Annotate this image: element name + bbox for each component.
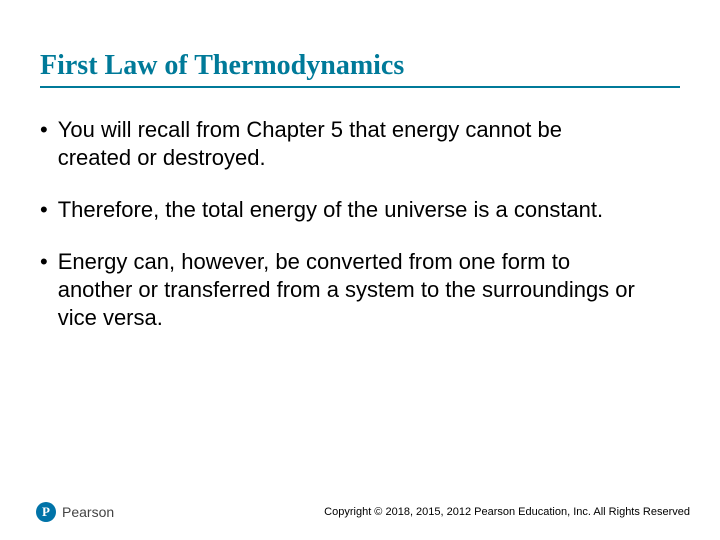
footer: P Pearson Copyright © 2018, 2015, 2012 P… bbox=[0, 502, 720, 522]
slide-container: First Law of Thermodynamics • You will r… bbox=[0, 0, 720, 540]
pearson-p-icon: P bbox=[36, 502, 56, 522]
bullet-marker-icon: • bbox=[40, 196, 48, 224]
bullet-text: Therefore, the total energy of the unive… bbox=[58, 196, 643, 224]
bullet-marker-icon: • bbox=[40, 248, 48, 276]
bullet-text: You will recall from Chapter 5 that ener… bbox=[58, 116, 680, 172]
bullet-text: Energy can, however, be converted from o… bbox=[58, 248, 680, 332]
brand-name: Pearson bbox=[62, 504, 114, 520]
copyright-text: Copyright © 2018, 2015, 2012 Pearson Edu… bbox=[324, 506, 690, 518]
title-underline bbox=[40, 86, 680, 88]
slide-title: First Law of Thermodynamics bbox=[40, 50, 680, 82]
bullet-list: • You will recall from Chapter 5 that en… bbox=[40, 116, 680, 332]
bullet-marker-icon: • bbox=[40, 116, 48, 144]
list-item: • You will recall from Chapter 5 that en… bbox=[40, 116, 680, 172]
list-item: • Therefore, the total energy of the uni… bbox=[40, 196, 680, 224]
brand-logo: P Pearson bbox=[36, 502, 114, 522]
list-item: • Energy can, however, be converted from… bbox=[40, 248, 680, 332]
